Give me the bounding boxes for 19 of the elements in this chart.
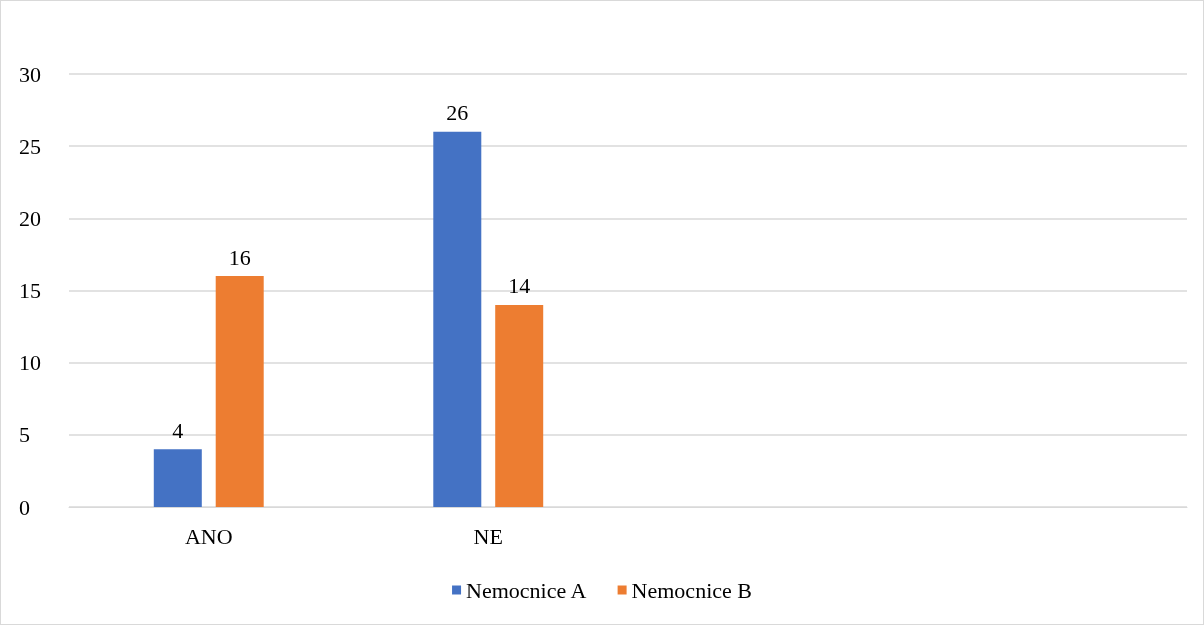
y-tick-label: 30 [19,61,41,87]
y-tick-label: 20 [19,205,41,231]
bar [153,449,202,507]
y-tick-label: 5 [19,422,30,448]
legend-label: Nemocnice A [466,577,587,603]
y-tick-label: 10 [19,350,41,376]
bar [433,131,482,507]
x-tick-label: NE [473,523,503,549]
bar [215,276,264,507]
y-tick-label: 25 [19,133,41,159]
data-label: 16 [228,244,251,270]
data-label: 26 [446,100,469,126]
y-tick-label: 15 [19,278,41,303]
legend-label: Nemocnice B [631,577,752,603]
y-tick-label: 0 [19,494,30,520]
bar [495,304,544,507]
data-label: 4 [172,417,184,443]
data-label: 14 [508,273,531,299]
x-tick-label: ANO [184,523,233,549]
